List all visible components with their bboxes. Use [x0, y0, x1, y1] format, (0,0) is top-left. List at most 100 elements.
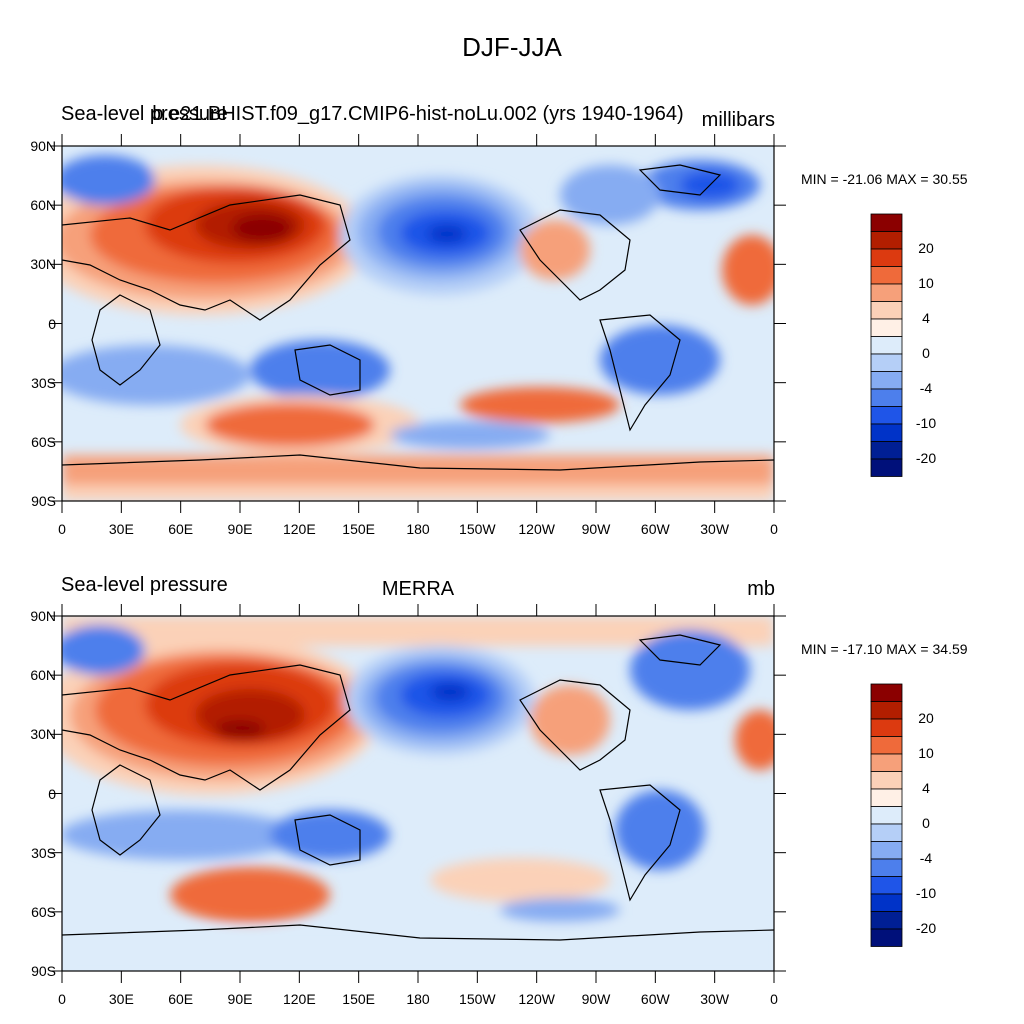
panel1-lon-label: 150E: [342, 521, 376, 537]
panel1-lat-label: 90N: [30, 138, 56, 154]
panel1-colorbar-box: [870, 423, 903, 442]
panel2-lon-label: 90W: [581, 991, 611, 1007]
panel2-lon-label: 30E: [108, 991, 134, 1007]
panel2-colorbar-box: [870, 928, 903, 947]
panel2-colorbar-label: -20: [915, 920, 937, 936]
panel1-colorbar-box: [870, 283, 903, 302]
panel2-lon-label: 60W: [640, 991, 670, 1007]
panel1-colorbar-box: [870, 248, 903, 267]
panel2-lon-label: 0: [770, 991, 778, 1007]
panel2-lon-label: 150E: [342, 991, 376, 1007]
panel1-colorbar-box: [870, 336, 903, 355]
panel1-colorbar-box: [870, 458, 903, 477]
panel1-lon-label: 180: [406, 521, 430, 537]
panel1-lon-label: 60W: [640, 521, 670, 537]
panel2-lat-label: 60S: [31, 903, 56, 920]
panel1-colorbar-label: 0: [922, 345, 930, 361]
panel2-colorbar-label: 4: [922, 780, 930, 796]
panel2-lat-label: 30S: [31, 844, 56, 861]
panel2-colorbar-box: [870, 858, 903, 877]
panel1-colorbar-label: 10: [918, 275, 934, 291]
panel1-colorbar-box: [870, 266, 903, 285]
panel1-lat-label: 30S: [31, 374, 56, 391]
panel2-lon-label: 0: [58, 991, 66, 1007]
panel1-colorbar-box: [870, 406, 903, 425]
panel1-colorbar-box: [870, 388, 903, 407]
panel2-lat-label: 60N: [30, 667, 56, 684]
panel2-colorbar-box: [870, 771, 903, 790]
panel2-lon-label: 180: [406, 991, 430, 1007]
panel1-colorbar-label: -10: [915, 415, 937, 431]
panel1-colorbar-box: [870, 318, 903, 337]
panel1-lat-label: 30N: [30, 256, 56, 273]
panel2-colorbar-box: [870, 753, 903, 772]
panel1-left-title: Sea-level pressure: [61, 103, 228, 125]
panel2-colorbar-box: [870, 788, 903, 807]
panel2-coastlines: [62, 634, 774, 941]
panel2-lat-label: 30N: [30, 726, 56, 743]
panel1-colorbar-label: -4: [919, 380, 933, 396]
panel2-colorbar-box: [870, 736, 903, 755]
panel1-colorbar-box: [870, 213, 903, 232]
panel1-colorbar-box: [870, 371, 903, 390]
panel1-lon-label: 150W: [459, 521, 496, 537]
panel2-colorbar-box: [870, 876, 903, 895]
figure-title: DJF-JJA: [462, 32, 562, 62]
panel2-colorbar-label: 20: [918, 710, 934, 726]
panel1-colorbar-box: [870, 231, 903, 250]
panel1-map: [62, 146, 774, 501]
panel1-lat-label: 90S: [31, 493, 56, 509]
panel1-lon-label: 0: [58, 521, 66, 537]
panel2-minmax: MIN = -17.10 MAX = 34.59: [801, 641, 968, 657]
panel2-lon-label: 120W: [518, 991, 555, 1007]
panel2-lat-label: 0: [48, 785, 56, 802]
panel2-colorbar-box: [870, 841, 903, 860]
panel2-lat-label: 90S: [31, 963, 56, 979]
panel1-lat-label: 60S: [31, 433, 56, 450]
panel1-lon-label: 90W: [581, 521, 611, 537]
panel1-colorbar-label: -20: [915, 450, 937, 466]
panel1-coastlines: [62, 164, 774, 471]
panel2-lon-label: 60E: [168, 991, 194, 1007]
panel2-center-title: MERRA: [381, 578, 455, 600]
panel2-colorbar-label: -4: [919, 850, 933, 866]
panel2-colorbar-box: [870, 701, 903, 720]
panel2-lon-label: 120E: [282, 991, 316, 1007]
panel2-colorbar-label: -10: [915, 885, 937, 901]
panel1-lon-label: 120E: [282, 521, 316, 537]
panel1-colorbar-box: [870, 301, 903, 320]
panel2-colorbar-box: [870, 806, 903, 825]
panel2-colorbar-label: 10: [918, 745, 934, 761]
panel2-lon-label: 150W: [459, 991, 496, 1007]
panel2-map: [62, 616, 774, 971]
panel2-colorbar-box: [870, 683, 903, 702]
panel2-colorbar-label: 0: [922, 815, 930, 831]
panel1-lon-label: 60E: [168, 521, 194, 537]
panel1-lat-label: 60N: [30, 197, 56, 214]
panel2-colorbar-box: [870, 718, 903, 737]
panel1-colorbar-label: 20: [918, 240, 934, 256]
panel2-colorbar-box: [870, 823, 903, 842]
panel1-colorbar-box: [870, 441, 903, 460]
panel1-colorbar-label: 4: [922, 310, 930, 326]
panel2-colorbar-box: [870, 911, 903, 930]
panel1-minmax: MIN = -21.06 MAX = 30.55: [801, 171, 968, 187]
panel2-field: [62, 616, 774, 971]
panel2-lon-label: 30W: [700, 991, 730, 1007]
colorbars: [870, 213, 903, 947]
panel1-lon-label: 30W: [700, 521, 730, 537]
panel1-right-title: millibars: [701, 109, 775, 131]
axis-ticks: [50, 134, 786, 983]
panel1-lon-label: 0: [770, 521, 778, 537]
panel1-field: [62, 155, 774, 501]
panel2-left-title: Sea-level pressure: [61, 574, 228, 596]
panel2-colorbar-box: [870, 893, 903, 912]
panel2-lat-label: 90N: [30, 608, 56, 624]
panel1-colorbar-box: [870, 353, 903, 372]
panel2-right-title: mb: [747, 578, 775, 600]
panel1-lon-label: 120W: [518, 521, 555, 537]
panel1-lon-label: 30E: [108, 521, 134, 537]
panel2-lon-label: 90E: [227, 991, 253, 1007]
panel1-center-title: b.e21.BHIST.f09_g17.CMIP6-hist-noLu.002 …: [152, 103, 684, 125]
